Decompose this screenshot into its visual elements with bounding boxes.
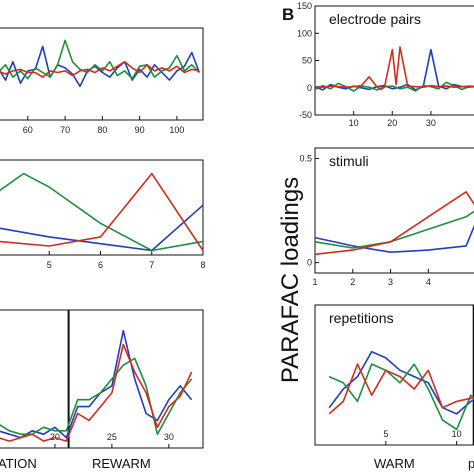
y-tick-label: 0 xyxy=(307,83,312,93)
x-tick-label: 90 xyxy=(135,125,145,135)
x-tick-label: 10 xyxy=(349,118,359,128)
x-tick-label: 70 xyxy=(60,125,70,135)
panel-a-stimuli: 5 6 7 8 xyxy=(0,159,206,270)
x-tick-label: 7 xyxy=(149,260,154,270)
x-tick-label: 4 xyxy=(426,277,431,287)
series-line-3 xyxy=(314,46,474,91)
panel-letter: B xyxy=(282,5,294,24)
series-line-2 xyxy=(0,172,204,252)
x-tick-label: 100 xyxy=(169,125,184,135)
panel-a-electrode-pairs: 60 70 80 90 100 xyxy=(0,27,204,135)
panel-b-electrode-pairs: 10 20 30 -50 0 50 100 150 electrode pairs xyxy=(297,1,474,128)
condition-label-b-warm: WARM xyxy=(374,456,415,471)
x-tick-label: 80 xyxy=(97,125,107,135)
series-line-1 xyxy=(0,45,201,88)
x-tick-label: 5 xyxy=(47,260,52,270)
x-tick-label: 30 xyxy=(164,432,174,442)
x-tick-label: 8 xyxy=(200,260,205,270)
series-line-1 xyxy=(0,204,204,252)
series-line-3 xyxy=(328,363,474,415)
panel-b-repetitions: 5 10 repetitions xyxy=(314,304,474,446)
y-tick-label: -50 xyxy=(299,110,312,120)
series-line-3 xyxy=(0,60,200,78)
x-tick-label: 2 xyxy=(350,277,355,287)
x-tick-label: 10 xyxy=(452,429,462,439)
y-axis-label: PARAFAC loadings xyxy=(277,177,304,383)
x-tick-label: 20 xyxy=(387,118,397,128)
panel-title: repetitions xyxy=(329,310,394,326)
series-line-2 xyxy=(314,210,474,249)
series-line-1 xyxy=(0,329,193,439)
series-line-2 xyxy=(314,81,474,92)
panel-b-stimuli: 1 2 3 4 0 0.5 stimuli xyxy=(299,147,474,287)
x-tick-label: 1 xyxy=(312,277,317,287)
y-tick-label: 150 xyxy=(297,1,312,11)
x-tick-label: 5 xyxy=(383,429,388,439)
panel-title: stimuli xyxy=(329,153,369,169)
y-tick-label: 0.5 xyxy=(299,153,312,163)
x-tick-label: 30 xyxy=(426,118,436,128)
panel-title: electrode pairs xyxy=(329,11,421,27)
series-line-3 xyxy=(0,172,204,251)
condition-label-a-rewarm: REWARM xyxy=(92,456,151,471)
condition-label-a-left: ATION xyxy=(0,456,37,471)
y-tick-label: 50 xyxy=(302,56,312,66)
condition-label-b-right: p xyxy=(468,456,474,471)
x-tick-label: 3 xyxy=(388,277,393,287)
series-line-1 xyxy=(314,224,474,253)
y-tick-label: 0 xyxy=(307,258,312,268)
panel-a-repetitions: 20 25 30 xyxy=(0,309,204,449)
series-line-2 xyxy=(328,363,474,431)
x-tick-label: 25 xyxy=(107,432,117,442)
series-line-3 xyxy=(0,343,193,442)
x-tick-label: 6 xyxy=(98,260,103,270)
series-line-2 xyxy=(0,357,193,436)
x-tick-label: 60 xyxy=(23,125,33,135)
series-line-3 xyxy=(314,191,474,256)
y-tick-label: 100 xyxy=(297,28,312,38)
